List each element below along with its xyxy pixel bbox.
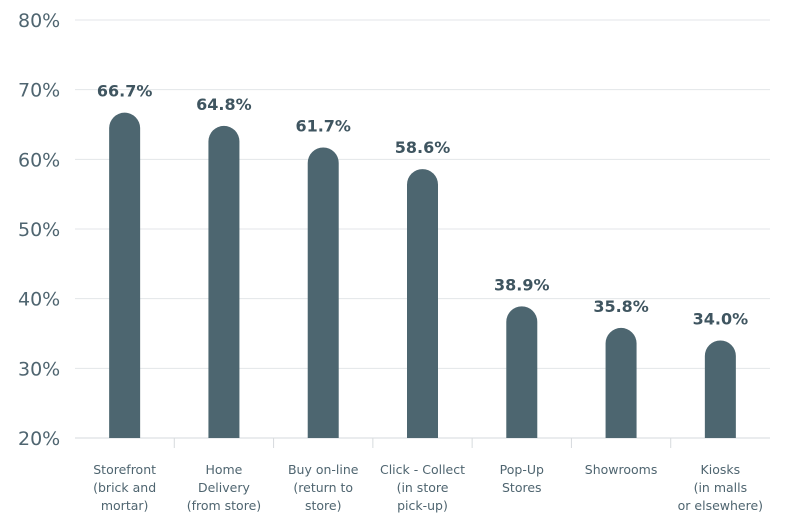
data-label: 35.8% <box>593 297 649 316</box>
x-tick-label-line: (from store) <box>187 498 261 513</box>
bar <box>208 125 240 439</box>
data-label: 66.7% <box>97 82 153 101</box>
bars <box>109 112 736 439</box>
x-tick-label-line: (brick and <box>93 480 156 495</box>
x-tick-label-line: (return to <box>293 480 353 495</box>
y-tick-label: 60% <box>18 149 60 171</box>
x-tick-label-line: store) <box>305 498 342 513</box>
x-tick-label: Buy on-line (return to store) <box>288 462 359 513</box>
x-tick-label-line: Stores <box>502 480 542 495</box>
y-tick-label: 80% <box>18 10 60 32</box>
bar <box>407 169 438 438</box>
y-tick-label: 50% <box>18 219 60 241</box>
y-tick-label: 40% <box>18 289 60 311</box>
data-label: 61.7% <box>295 116 351 135</box>
x-tick-label-line: Storefront <box>93 462 156 477</box>
x-tick-label-line: Buy on-line <box>288 462 359 477</box>
data-labels: 66.7% 64.8% 61.7% 58.6% 38.9% 35.8% 34.0% <box>97 82 748 329</box>
y-tick-label: 20% <box>18 428 60 450</box>
x-tick-label: Pop-Up Stores <box>500 462 544 495</box>
x-tick-label: Click - Collect (in store pick-up) <box>380 462 465 513</box>
x-tick-label-line: Delivery <box>198 480 250 495</box>
x-tick-label: Kiosks (in malls or elsewhere) <box>678 462 763 513</box>
x-tick-label-line: pick-up) <box>397 498 448 513</box>
x-tick-label-line: or elsewhere) <box>678 498 763 513</box>
x-tick-label-line: Showrooms <box>585 462 658 477</box>
bar <box>605 327 637 438</box>
x-tick-label-line: (in store <box>397 480 449 495</box>
x-tick-label-line: Pop-Up <box>500 462 544 477</box>
x-tick-label-line: Kiosks <box>701 462 741 477</box>
x-tick-label: Showrooms <box>585 462 658 477</box>
x-tick-label: Storefront (brick and mortar) <box>93 462 156 513</box>
y-tick-label: 70% <box>18 80 60 102</box>
bar <box>307 147 339 439</box>
x-tick-label: Home Delivery (from store) <box>187 462 261 513</box>
y-tick-label: 30% <box>18 358 60 380</box>
x-tick-label-line: Home <box>205 462 242 477</box>
data-label: 64.8% <box>196 95 252 114</box>
bar <box>506 306 538 438</box>
bar <box>109 112 141 438</box>
bar <box>704 340 736 438</box>
x-tick-label-line: (in malls <box>694 480 748 495</box>
data-label: 34.0% <box>693 309 749 328</box>
x-tick-label-line: mortar) <box>101 498 149 513</box>
x-axis: Storefront (brick and mortar) Home Delivery (… <box>93 438 763 513</box>
data-label: 38.9% <box>494 275 550 294</box>
x-tick-label-line: Click - Collect <box>380 462 465 477</box>
data-label: 58.6% <box>395 138 451 157</box>
